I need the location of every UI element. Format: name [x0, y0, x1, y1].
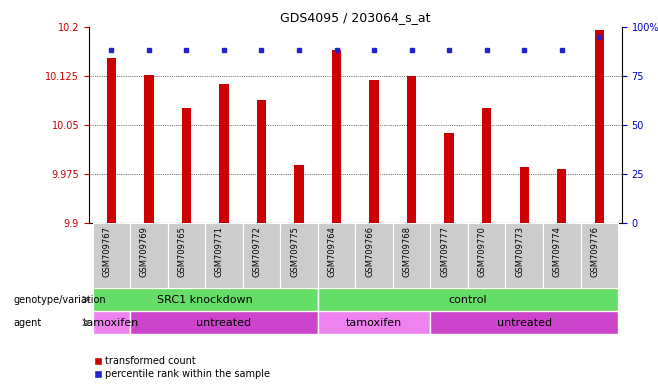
- Bar: [407, 76, 417, 223]
- Bar: [543, 223, 580, 288]
- Bar: [444, 132, 454, 223]
- Text: GSM709772: GSM709772: [253, 226, 261, 277]
- Bar: [355, 223, 393, 288]
- Bar: [243, 223, 280, 288]
- Bar: [168, 223, 205, 288]
- Text: genotype/variation: genotype/variation: [13, 295, 106, 305]
- Bar: [505, 223, 543, 288]
- Text: tamoxifen: tamoxifen: [83, 318, 139, 328]
- Bar: [318, 288, 618, 311]
- Bar: [430, 311, 618, 334]
- Bar: [107, 58, 116, 223]
- Bar: [294, 165, 304, 223]
- Bar: [93, 288, 318, 311]
- Bar: [595, 30, 604, 223]
- Text: agent: agent: [13, 318, 41, 328]
- Bar: [557, 169, 567, 223]
- Bar: [318, 311, 430, 334]
- Text: GSM709776: GSM709776: [590, 226, 599, 277]
- Text: untreated: untreated: [497, 318, 552, 328]
- Text: GSM709769: GSM709769: [140, 226, 149, 277]
- Bar: [468, 223, 505, 288]
- Text: GSM709773: GSM709773: [515, 226, 524, 277]
- Bar: [520, 167, 529, 223]
- Bar: [93, 311, 130, 334]
- Legend: transformed count, percentile rank within the sample: transformed count, percentile rank withi…: [93, 356, 270, 379]
- Text: SRC1 knockdown: SRC1 knockdown: [157, 295, 253, 305]
- Title: GDS4095 / 203064_s_at: GDS4095 / 203064_s_at: [280, 11, 430, 24]
- Bar: [130, 223, 168, 288]
- Bar: [280, 223, 318, 288]
- Text: GSM709765: GSM709765: [178, 226, 186, 277]
- Bar: [318, 223, 355, 288]
- Bar: [144, 74, 153, 223]
- Text: GSM709774: GSM709774: [553, 226, 562, 277]
- Bar: [332, 50, 342, 223]
- Text: GSM709766: GSM709766: [365, 226, 374, 277]
- Text: GSM709767: GSM709767: [103, 226, 111, 277]
- Bar: [219, 84, 228, 223]
- Bar: [93, 223, 130, 288]
- Text: GSM709775: GSM709775: [290, 226, 299, 277]
- Text: control: control: [449, 295, 487, 305]
- Bar: [393, 223, 430, 288]
- Bar: [580, 223, 618, 288]
- Text: GSM709768: GSM709768: [403, 226, 412, 277]
- Text: untreated: untreated: [196, 318, 251, 328]
- Text: GSM709764: GSM709764: [328, 226, 336, 277]
- Text: tamoxifen: tamoxifen: [346, 318, 402, 328]
- Bar: [130, 311, 318, 334]
- Bar: [182, 108, 191, 223]
- Bar: [257, 100, 266, 223]
- Text: GSM709771: GSM709771: [215, 226, 224, 277]
- Text: GSM709777: GSM709777: [440, 226, 449, 277]
- Bar: [430, 223, 468, 288]
- Bar: [482, 108, 492, 223]
- Bar: [369, 80, 379, 223]
- Bar: [205, 223, 243, 288]
- Text: GSM709770: GSM709770: [478, 226, 487, 277]
